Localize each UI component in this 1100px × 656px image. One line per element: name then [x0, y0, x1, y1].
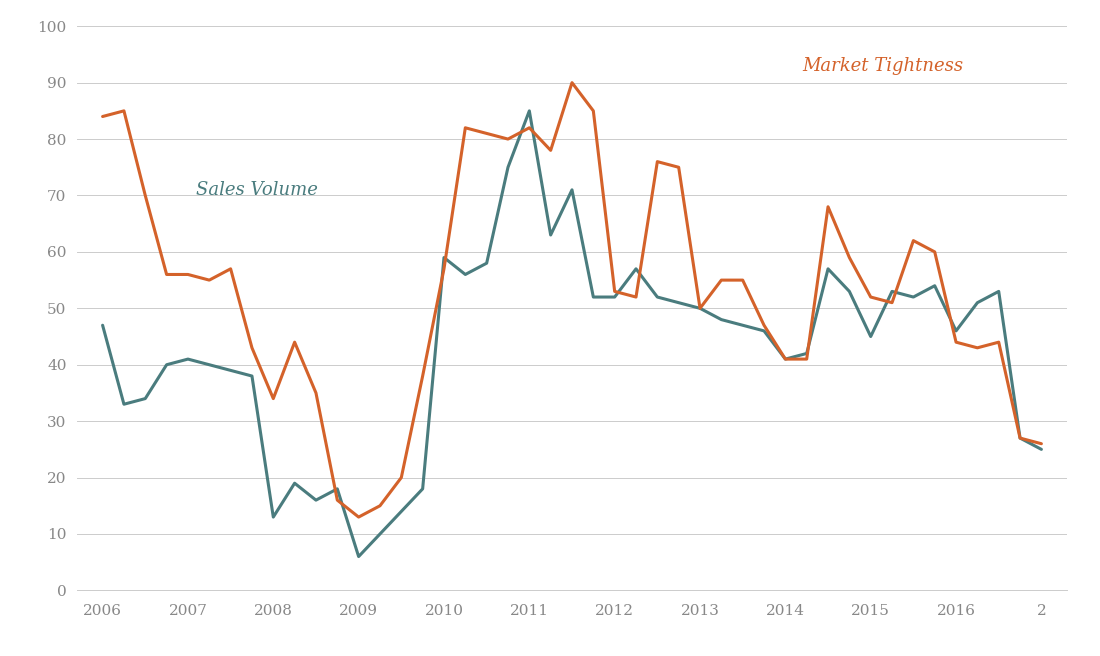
Text: Market Tightness: Market Tightness [802, 57, 964, 75]
Text: Sales Volume: Sales Volume [197, 182, 318, 199]
